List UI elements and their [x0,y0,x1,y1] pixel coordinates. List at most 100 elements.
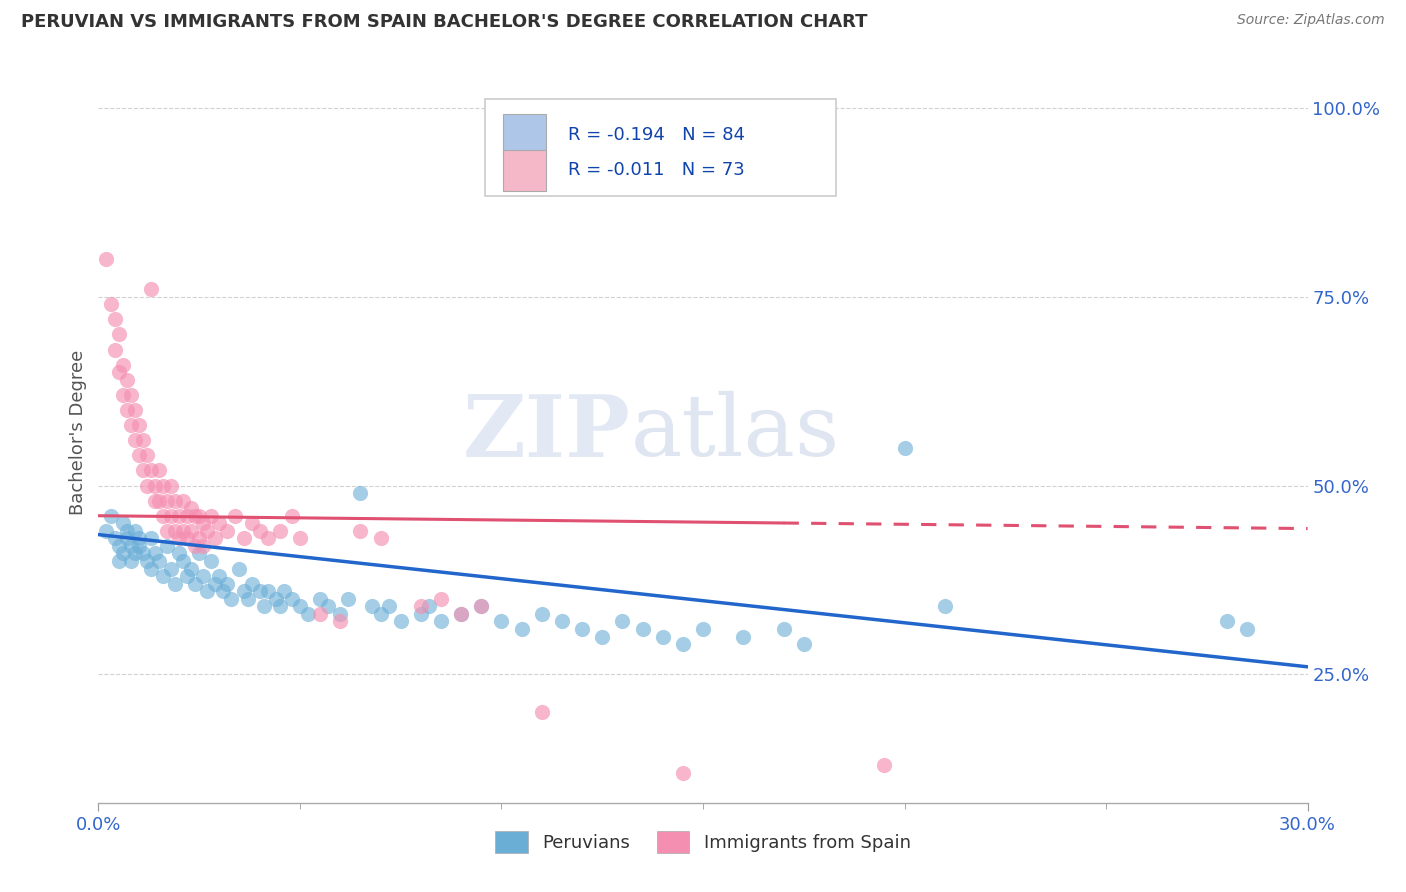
Point [163,576,186,591]
Point [96,524,118,538]
Point [107,539,129,553]
Point [180,501,202,516]
Point [107,365,129,379]
FancyBboxPatch shape [503,114,546,155]
Point [273,584,295,599]
Point [167,508,190,523]
Point [200,508,222,523]
Point [672,765,695,780]
Point [152,569,174,583]
Point [361,599,384,614]
Point [195,584,218,599]
Point [193,539,215,553]
Text: Source: ZipAtlas.com: Source: ZipAtlas.com [1237,13,1385,28]
Point [377,599,399,614]
Point [167,547,190,561]
Point [217,576,239,591]
Point [309,591,332,606]
Point [139,282,162,296]
Point [418,599,440,614]
Point [470,599,492,614]
Point [240,516,263,531]
Point [124,547,146,561]
Point [224,508,246,523]
Point [208,569,231,583]
Point [163,493,186,508]
Point [249,584,271,599]
Point [172,524,194,538]
Y-axis label: Bachelor's Degree: Bachelor's Degree [69,350,87,516]
Point [893,441,915,455]
Text: R = -0.194   N = 84: R = -0.194 N = 84 [568,126,745,144]
Point [793,637,815,651]
Point [297,607,319,621]
Point [156,493,179,508]
Point [430,615,453,629]
Point [143,478,166,492]
FancyBboxPatch shape [503,150,546,191]
Point [256,532,278,546]
Point [188,508,211,523]
Point [934,599,956,614]
Point [148,493,170,508]
Point [128,448,150,462]
Point [269,599,291,614]
Point [551,615,574,629]
Point [530,705,553,719]
Point [389,615,412,629]
Point [281,508,304,523]
Point [450,607,472,621]
Point [184,576,207,591]
Point [430,591,453,606]
Point [228,561,250,575]
Point [530,607,553,621]
Point [111,388,134,402]
Point [288,599,311,614]
Point [107,327,129,342]
Point [172,554,194,568]
Point [120,388,142,402]
Point [200,554,222,568]
Point [793,123,815,137]
Point [132,433,155,447]
Point [139,561,162,575]
Point [253,599,276,614]
Legend: Peruvians, Immigrants from Spain: Peruvians, Immigrants from Spain [488,824,918,861]
Point [120,418,142,433]
Point [163,524,186,538]
Point [733,630,755,644]
Point [111,358,134,372]
Point [128,539,150,553]
Point [193,516,215,531]
Point [135,478,157,492]
Point [111,516,134,531]
Point [176,508,198,523]
Text: PERUVIAN VS IMMIGRANTS FROM SPAIN BACHELOR'S DEGREE CORRELATION CHART: PERUVIAN VS IMMIGRANTS FROM SPAIN BACHEL… [21,13,868,31]
Point [288,532,311,546]
Point [264,591,287,606]
Point [103,532,125,546]
Point [208,516,231,531]
Point [111,547,134,561]
Point [100,297,122,311]
Point [772,622,794,636]
Point [135,554,157,568]
Point [204,532,226,546]
Point [148,554,170,568]
Point [143,547,166,561]
Point [409,599,432,614]
Point [124,524,146,538]
Point [256,584,278,599]
Point [132,463,155,477]
Point [329,615,352,629]
Point [184,508,207,523]
Point [510,622,533,636]
Point [349,486,371,500]
Point [349,524,371,538]
Point [195,524,218,538]
Point [873,758,896,772]
Point [156,539,179,553]
Point [167,532,190,546]
Point [172,493,194,508]
Point [651,630,673,644]
